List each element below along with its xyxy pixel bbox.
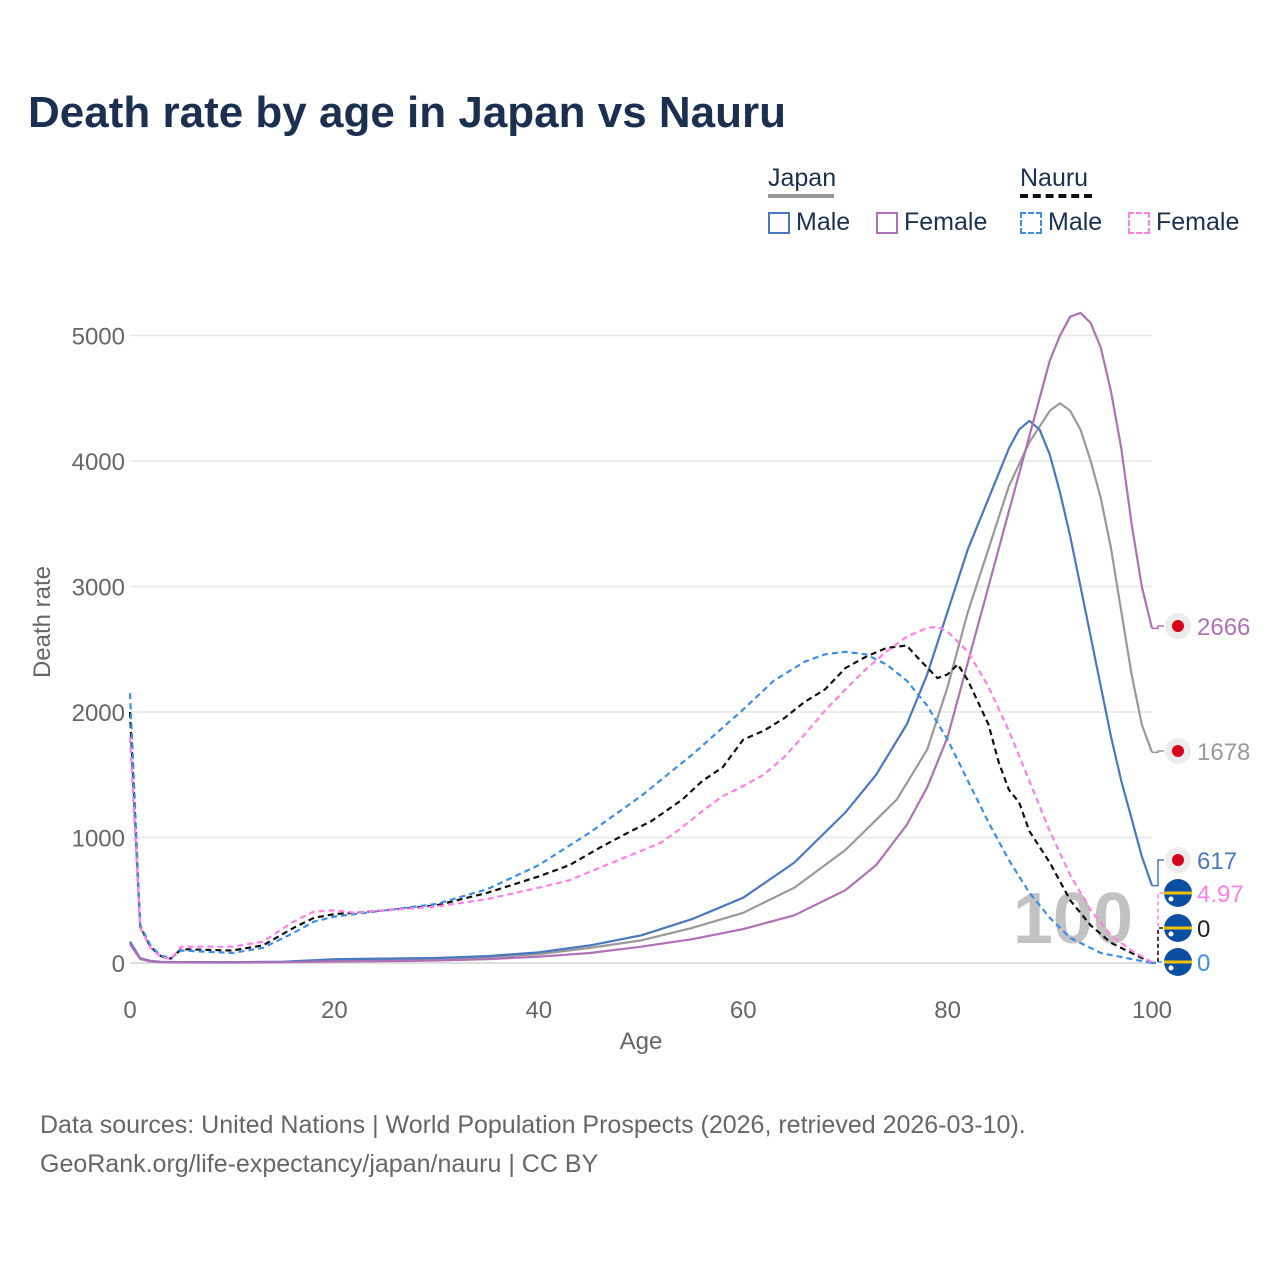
series-lines	[128, 311, 1154, 965]
legend-japan-male-swatch	[768, 211, 790, 234]
chart-grid	[130, 334, 1152, 964]
data-source: Data sources: United Nations | World Pop…	[40, 1106, 1026, 1184]
legend-nauru-title: Nauru	[1020, 164, 1089, 192]
source-line-1: Data sources: United Nations | World Pop…	[40, 1111, 1026, 1139]
legend-nauru-male-label: Male	[1048, 208, 1103, 236]
x-axis-label: Age	[620, 1028, 663, 1055]
japan-flag-dot	[1172, 854, 1184, 866]
nauru-flag-star	[1168, 965, 1174, 971]
series-line-nauru-male	[128, 650, 1153, 965]
x-tick-label: 60	[730, 997, 757, 1024]
x-axis-ticks: 0 20 40 60 80 100	[123, 997, 1172, 1024]
y-tick-label: 2000	[72, 700, 125, 727]
nauru-flag-stripe	[1164, 926, 1192, 930]
x-tick-label: 100	[1132, 997, 1172, 1024]
y-tick-label: 3000	[72, 575, 125, 602]
series-line-nauru-total	[128, 644, 1153, 964]
series-line-japan-total	[129, 402, 1154, 964]
nauru-flag-stripe	[1164, 891, 1192, 895]
nauru-flag-star	[1168, 896, 1174, 902]
legend-nauru-female-label: Female	[1156, 208, 1240, 236]
legend-nauru-female[interactable]: Female	[1128, 208, 1239, 237]
end-labels: 2666 1678 617 4.97 0 0	[1152, 613, 1250, 977]
x-tick-label: 40	[525, 997, 552, 1024]
legend-nauru-male[interactable]: Male	[1020, 208, 1102, 237]
y-tick-label: 1000	[72, 826, 125, 853]
end-value-label: 0	[1197, 916, 1210, 943]
legend-nauru-line	[1020, 194, 1092, 198]
nauru-flag-stripe	[1164, 960, 1192, 964]
y-tick-label: 0	[112, 951, 125, 978]
legend-japan-female[interactable]: Female	[876, 208, 987, 237]
year-watermark: 100	[1013, 879, 1133, 959]
end-connector	[1152, 961, 1164, 964]
legend-nauru-female-swatch	[1128, 211, 1150, 234]
legend-japan-title: Japan	[768, 164, 837, 192]
y-tick-label: 4000	[72, 449, 125, 476]
legend-japan-female-label: Female	[904, 208, 988, 236]
nauru-flag-star	[1168, 931, 1174, 937]
end-value-label: 0	[1197, 950, 1210, 977]
end-connector	[1152, 625, 1164, 630]
legend-nauru-male-swatch	[1020, 211, 1042, 234]
x-tick-label: 80	[934, 997, 961, 1024]
legend-japan: Japan Male Female	[768, 164, 998, 244]
end-value-label: 4.97	[1197, 881, 1244, 908]
end-connector	[1152, 859, 1164, 887]
legend-nauru: Nauru Male Female	[1020, 164, 1260, 244]
series-line-japan-male	[129, 419, 1154, 964]
legend-japan-female-swatch	[876, 211, 898, 234]
legend-japan-male-label: Male	[796, 208, 851, 236]
end-connector	[1152, 750, 1164, 754]
x-tick-label: 20	[321, 997, 348, 1024]
legend-japan-male[interactable]: Male	[768, 208, 850, 237]
x-tick-label: 0	[123, 997, 136, 1024]
legend-japan-line	[768, 194, 834, 198]
source-line-2[interactable]: GeoRank.org/life-expectancy/japan/nauru …	[40, 1150, 599, 1178]
end-value-label: 2666	[1197, 614, 1250, 641]
end-value-label: 617	[1197, 848, 1237, 875]
japan-flag-dot	[1172, 745, 1184, 757]
japan-flag-dot	[1172, 620, 1184, 632]
series-line-japan-female	[129, 311, 1154, 964]
page-title: Death rate by age in Japan vs Nauru	[28, 88, 787, 137]
series-line-nauru-female	[128, 625, 1153, 964]
y-axis-ticks: 0 1000 2000 3000 4000 5000	[72, 324, 125, 979]
y-axis-label: Death rate	[29, 566, 56, 678]
y-tick-label: 5000	[72, 324, 125, 351]
end-value-label: 1678	[1197, 739, 1250, 766]
